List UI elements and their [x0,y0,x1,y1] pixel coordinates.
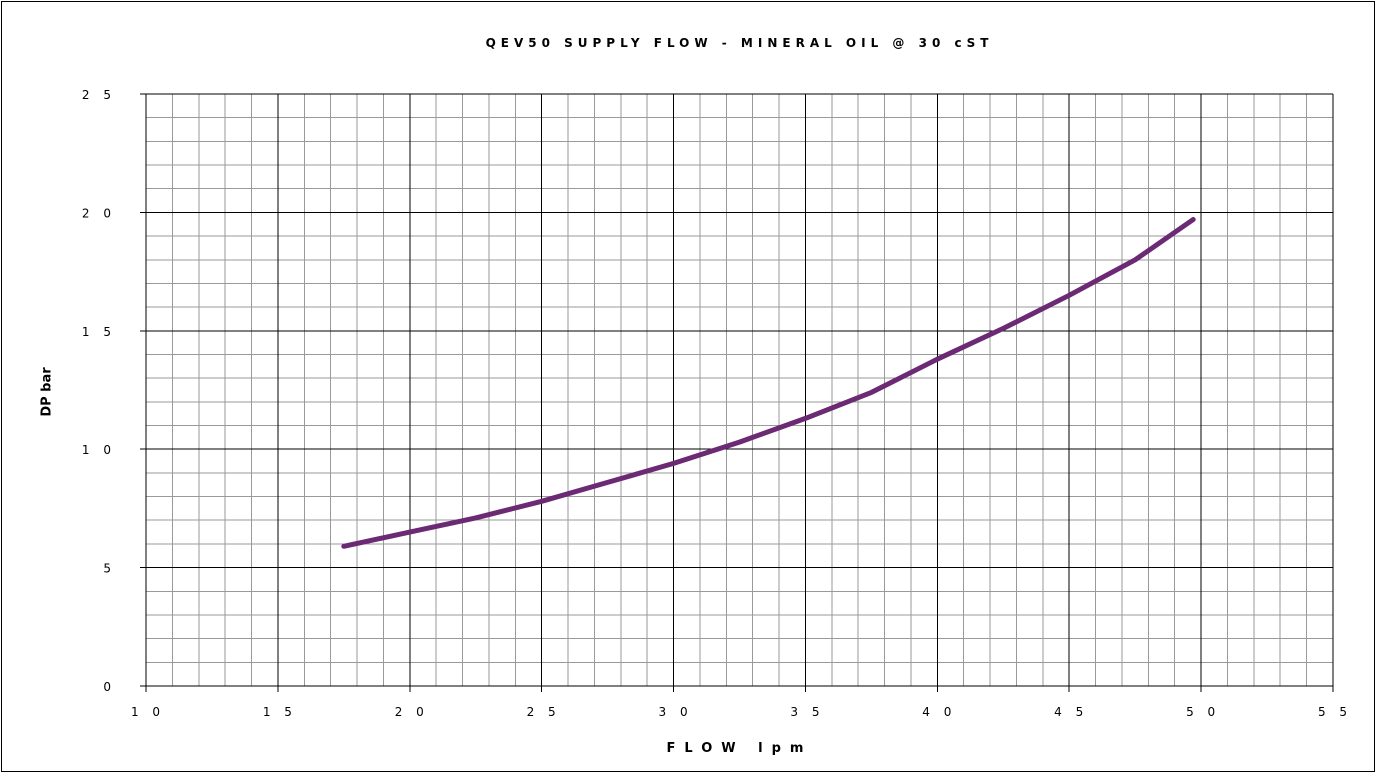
series-group [341,217,1196,549]
axes [140,93,1334,692]
x-tick-label: 1 5 [263,705,297,719]
y-tick-label: 1 5 [82,325,116,339]
major-gridlines [145,93,1334,687]
x-tick-label: 3 5 [790,705,824,719]
x-tick-label: 4 5 [1054,705,1088,719]
y-tick-label: 0 [103,680,116,694]
x-tick-label: 1 0 [131,705,165,719]
series-line [341,217,1196,549]
x-tick-label: 4 0 [922,705,956,719]
x-tick-label: 2 0 [395,705,429,719]
y-tick-label: 2 0 [82,206,116,220]
y-tick-label: 5 [103,562,116,576]
y-tick-label: 2 5 [82,88,116,102]
x-tick-label: 5 0 [1186,705,1220,719]
x-tick-label: 2 5 [527,705,561,719]
x-axis-label: FLOW lpm [666,741,813,756]
minor-gridlines [145,93,1334,687]
x-tick-label: 5 5 [1318,705,1352,719]
y-tick-label: 1 0 [82,443,116,457]
chart-title: QEV50 SUPPLY FLOW - MINERAL OIL @ 30 cST [485,36,994,50]
x-tick-label: 3 0 [659,705,693,719]
tick-labels: 1 0 1 5 2 0 2 5 3 0 3 5 4 0 4 5 5 0 5 5 0 5 1 0 1 5 2 … [82,88,1352,719]
